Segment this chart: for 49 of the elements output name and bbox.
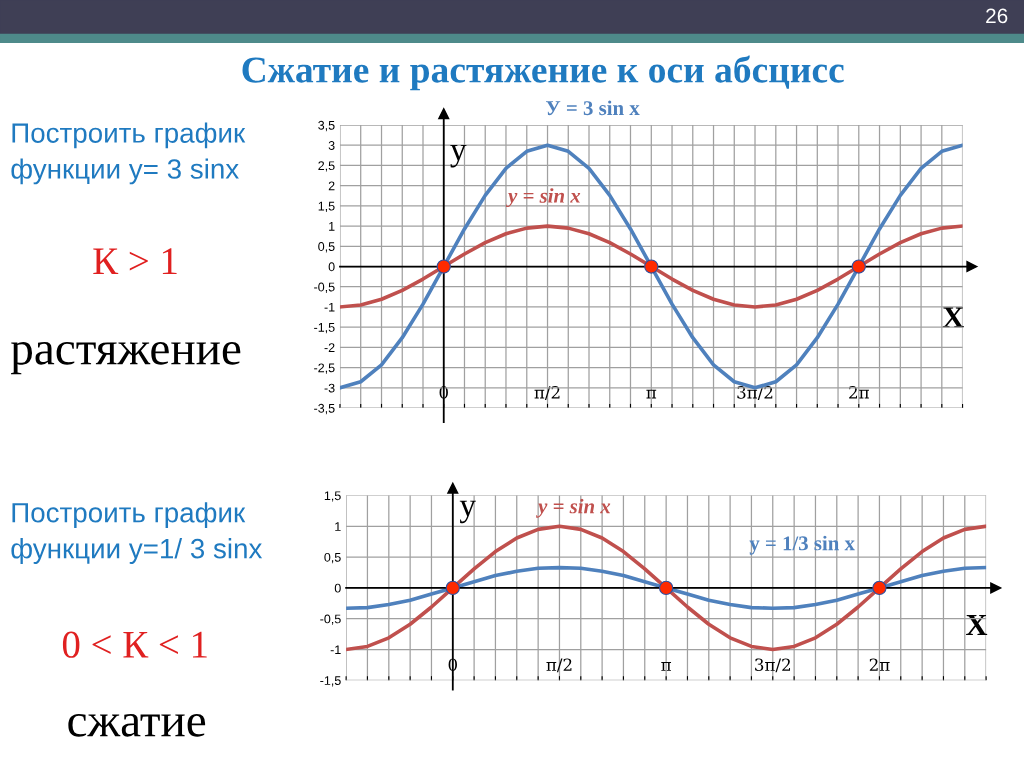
text: К > 1 bbox=[93, 248, 177, 274]
y-tick-label: 0 bbox=[328, 262, 335, 272]
text: Построить график функции у= 3 sinx bbox=[11, 122, 246, 185]
text: 26 bbox=[986, 8, 1008, 24]
y-tick-label: 2 bbox=[328, 181, 335, 191]
series-label: У = 3 sin x bbox=[546, 100, 640, 116]
y-tick-label: 0,5 bbox=[318, 242, 335, 253]
y-tick-label: 3,5 bbox=[318, 120, 335, 132]
y-axis-title: y bbox=[459, 500, 476, 524]
y-tick-label: -1 bbox=[330, 645, 341, 655]
y-tick-label: 3 bbox=[328, 141, 335, 150]
y-tick-label: -1,5 bbox=[314, 323, 335, 334]
chart-title: Сжатие и растяжение к оси абсцисс bbox=[242, 55, 844, 91]
x-axis-title: X bbox=[942, 307, 964, 328]
x-axis-title: X bbox=[966, 614, 988, 635]
y-tick-label: 2,5 bbox=[318, 161, 335, 172]
x-tick-label: 2π bbox=[869, 658, 890, 671]
text: сжатие bbox=[68, 713, 206, 737]
y-axis-title: y bbox=[450, 144, 467, 168]
x-tick-label: π bbox=[661, 662, 672, 671]
series-label: y = sin x bbox=[536, 498, 611, 518]
y-tick-label: -3,5 bbox=[314, 403, 335, 415]
x-tick-label: 2π bbox=[849, 386, 869, 399]
y-tick-label: -0,5 bbox=[320, 614, 341, 625]
y-tick-label: -2,5 bbox=[314, 363, 335, 374]
y-tick-label: 1,5 bbox=[324, 491, 341, 502]
series-label: y = sin x bbox=[505, 188, 581, 208]
x-tick-label: 3π/2 bbox=[755, 658, 791, 673]
y-tick-label: 1 bbox=[329, 222, 335, 231]
y-tick-label: -1 bbox=[324, 302, 335, 312]
line-series bbox=[346, 524, 987, 652]
line-series bbox=[346, 565, 987, 611]
y-tick-label: 1,5 bbox=[318, 201, 335, 213]
y-tick-label: -3 bbox=[324, 383, 335, 393]
x-tick-label: π/2 bbox=[534, 386, 560, 401]
y-tick-label: 0 bbox=[334, 583, 341, 593]
y-tick-label: -0,5 bbox=[314, 282, 335, 293]
y-tick-label: 1 bbox=[335, 522, 341, 531]
y-tick-label: -2 bbox=[324, 343, 335, 352]
text: 0 < К < 1 bbox=[62, 631, 207, 658]
x-tick-label: π/2 bbox=[546, 658, 572, 673]
line-series bbox=[339, 224, 963, 309]
text: Построить график функции y=1/ 3 sinx bbox=[11, 502, 263, 564]
text: растяжение bbox=[11, 341, 241, 375]
y-tick-label: 0,5 bbox=[324, 552, 341, 564]
x-tick-label: π bbox=[646, 389, 657, 399]
y-tick-label: -1,5 bbox=[320, 676, 341, 687]
series-label: y = 1/3 sin x bbox=[749, 535, 855, 555]
x-tick-label: 3π/2 bbox=[737, 386, 773, 401]
